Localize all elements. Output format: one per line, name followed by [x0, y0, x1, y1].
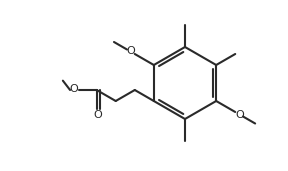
Text: O: O [70, 84, 78, 94]
Text: O: O [126, 47, 135, 56]
Text: O: O [94, 110, 103, 120]
Text: O: O [235, 109, 244, 120]
